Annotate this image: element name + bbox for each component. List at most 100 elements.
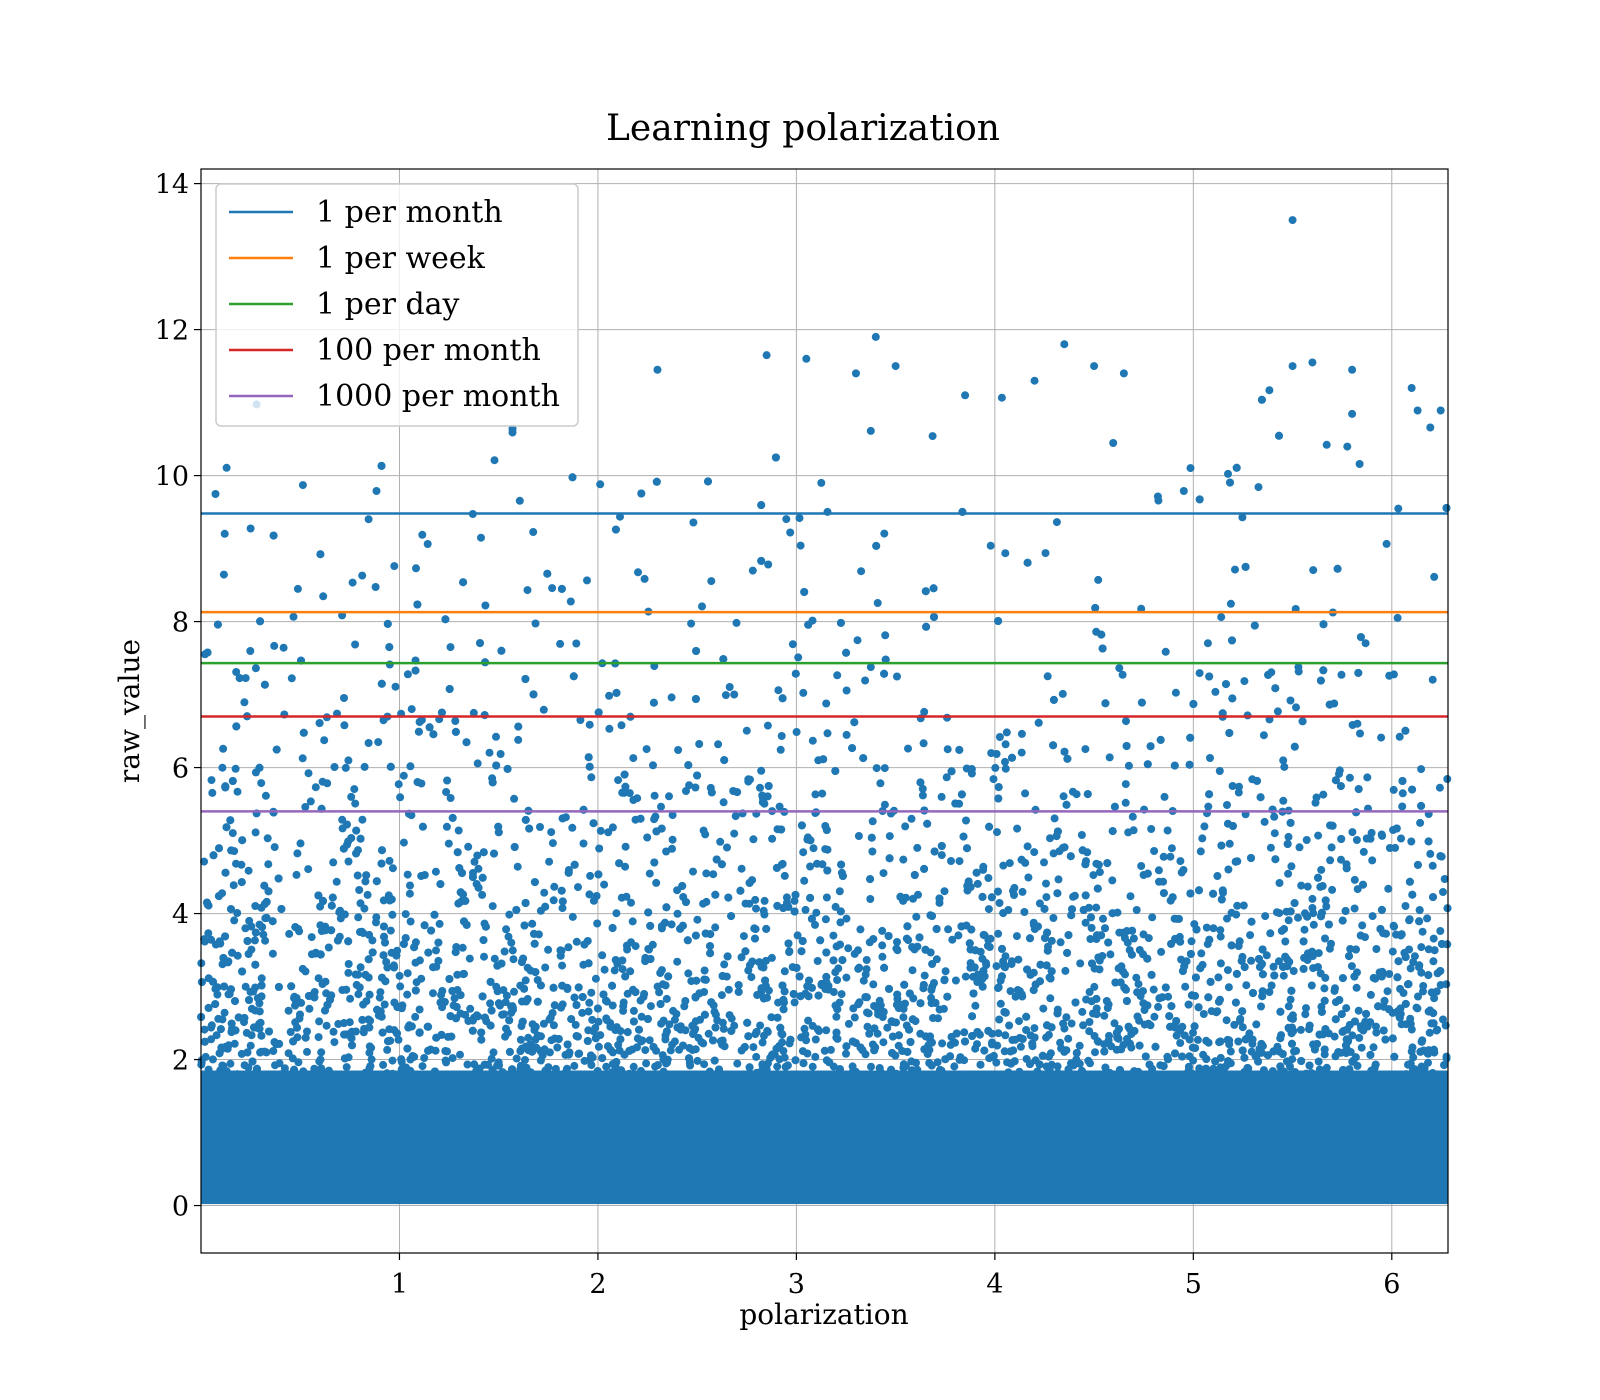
scatter-point [1345, 1079, 1354, 1088]
scatter-point [745, 899, 754, 908]
scatter-point [289, 1037, 298, 1046]
scatter-point [1026, 1060, 1034, 1069]
scatter-point [336, 906, 345, 915]
scatter-point [436, 998, 445, 1007]
scatter-point [1044, 1077, 1052, 1086]
scatter-point [227, 985, 235, 994]
scatter-point [900, 1061, 909, 1070]
scatter-point [1377, 972, 1386, 981]
scatter-point [477, 1028, 486, 1037]
scatter-point [950, 1062, 959, 1071]
scatter-point [1077, 1066, 1086, 1075]
scatter-point [593, 919, 602, 928]
scatter-point [1185, 1052, 1194, 1061]
scatter-point [380, 932, 388, 941]
scatter-point [760, 1031, 768, 1040]
scatter-point [1202, 1066, 1211, 1074]
scatter-point [406, 1066, 415, 1075]
scatter-point [711, 1023, 720, 1032]
scatter-point [219, 1061, 228, 1070]
scatter-point [1436, 981, 1445, 989]
scatter-point [1424, 1080, 1433, 1089]
scatter-point [1348, 828, 1357, 837]
scatter-point [489, 1048, 498, 1057]
scatter-point [1225, 729, 1234, 737]
scatter-point [310, 1064, 319, 1073]
scatter-point [1217, 841, 1226, 850]
scatter-point [397, 1057, 406, 1066]
scatter-point [1226, 1047, 1235, 1056]
scatter-point [742, 726, 751, 735]
scatter-point [1351, 945, 1360, 954]
scatter-point [618, 965, 627, 974]
scatter-point [356, 963, 365, 972]
scatter-point [723, 952, 732, 961]
scatter-point [605, 724, 614, 733]
scatter-point [474, 883, 483, 892]
scatter-point [709, 1036, 717, 1045]
scatter-point [822, 699, 831, 708]
scatter-point [486, 977, 495, 986]
scatter-point [806, 836, 815, 845]
scatter-point [1224, 469, 1232, 478]
scatter-point [931, 998, 940, 1007]
scatter-point [558, 981, 567, 990]
scatter-point [510, 794, 519, 803]
scatter-point [1124, 761, 1133, 770]
scatter-point [821, 915, 830, 924]
scatter-point [448, 813, 457, 822]
scatter-point [719, 655, 728, 664]
scatter-point [612, 688, 621, 697]
scatter-point [630, 1073, 639, 1082]
scatter-point [1212, 1008, 1221, 1017]
scatter-point [1226, 478, 1234, 487]
scatter-point [377, 461, 386, 470]
scatter-point [1064, 1034, 1073, 1043]
scatter-point [344, 937, 353, 946]
scatter-point [1256, 793, 1265, 802]
scatter-point [906, 1038, 915, 1046]
scatter-point [1331, 776, 1340, 785]
scatter-point [211, 1000, 220, 1009]
scatter-point [855, 998, 864, 1007]
scatter-point [1017, 990, 1026, 999]
scatter-point [1223, 966, 1232, 975]
scatter-point [340, 1054, 349, 1063]
scatter-point [822, 972, 831, 981]
scatter-point [232, 722, 241, 731]
scatter-point [403, 1044, 412, 1053]
scatter-point [835, 1065, 844, 1074]
scatter-point [1354, 1006, 1363, 1015]
scatter-point [213, 990, 222, 999]
scatter-point [823, 866, 832, 875]
scatter-point [930, 613, 938, 621]
scatter-point [1299, 937, 1308, 946]
scatter-point [929, 584, 938, 593]
scatter-point [689, 867, 697, 876]
scatter-point [1271, 855, 1280, 864]
scatter-point [1130, 1027, 1139, 1035]
scatter-point [921, 587, 930, 596]
scatter-point [662, 994, 671, 1003]
scatter-point [1414, 992, 1422, 1001]
scatter-point [478, 890, 487, 899]
scatter-point [358, 571, 367, 580]
scatter-point [573, 1032, 582, 1041]
scatter-point [867, 1062, 875, 1071]
scatter-point [912, 912, 921, 921]
scatter-point [330, 1038, 339, 1047]
scatter-point [734, 987, 743, 996]
scatter-point [620, 1050, 629, 1059]
legend-label: 1000 per month [316, 379, 560, 414]
scatter-point [303, 1047, 311, 1056]
scatter-point [881, 631, 890, 640]
scatter-point [431, 1046, 440, 1055]
scatter-point [324, 943, 333, 952]
scatter-point [585, 890, 594, 899]
scatter-point [1357, 1043, 1366, 1052]
scatter-point [429, 730, 438, 739]
scatter-point [777, 732, 786, 740]
scatter-point [1042, 893, 1051, 902]
scatter-point [1085, 1027, 1094, 1036]
scatter-point [1351, 1053, 1360, 1062]
